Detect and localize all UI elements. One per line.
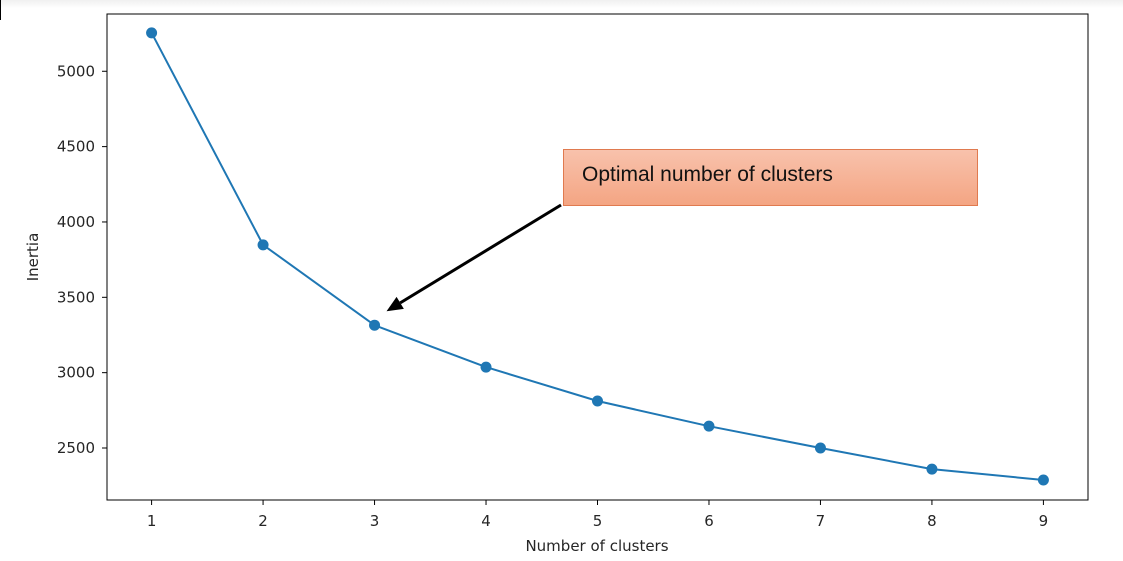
annotation-arrow-shaft: [399, 203, 562, 305]
data-point: [703, 420, 715, 432]
data-point: [814, 442, 826, 454]
annotation-callout-box: Optimal number of clusters: [563, 149, 978, 206]
x-tick-label: 4: [481, 512, 491, 530]
x-tick-label: 1: [147, 512, 157, 530]
annotation-arrow-head: [386, 296, 404, 312]
x-axis-title: Number of clusters: [525, 537, 668, 555]
data-point: [592, 395, 603, 407]
y-tick-label: 2500: [57, 439, 95, 457]
x-tick-label: 8: [927, 512, 937, 530]
data-point: [146, 27, 158, 39]
plot-area-frame: [106, 13, 1089, 501]
window-top-strip: [0, 0, 1123, 8]
data-point: [369, 319, 381, 331]
y-tick-label: 4000: [57, 213, 95, 231]
x-tick-label: 3: [370, 512, 380, 530]
data-point: [257, 239, 269, 251]
annotation-arrow-layer: [386, 203, 562, 312]
x-tick-label: 9: [1039, 512, 1049, 530]
y-axis-ticks: 2500 3000 3500 4000 4500 5000: [57, 62, 107, 457]
x-axis-ticks: 1 2 3 4 5 6 7 8 9: [147, 500, 1048, 530]
annotation-callout-text: Optimal number of clusters: [582, 163, 833, 186]
y-tick-label: 5000: [57, 62, 95, 80]
data-point: [480, 361, 492, 373]
series-line: [150, 32, 1044, 481]
y-tick-label: 3000: [57, 364, 95, 382]
x-tick-label: 2: [258, 512, 268, 530]
data-point: [926, 463, 938, 475]
x-tick-label: 7: [816, 512, 826, 530]
text-cursor-mark: [0, 0, 1, 20]
x-tick-label: 5: [593, 512, 603, 530]
y-axis-title: Inertia: [24, 233, 42, 282]
x-tick-label: 6: [704, 512, 714, 530]
y-tick-label: 4500: [57, 138, 95, 156]
series-layer: [146, 27, 1049, 486]
y-tick-label: 3500: [57, 288, 95, 306]
data-point: [1037, 474, 1049, 486]
